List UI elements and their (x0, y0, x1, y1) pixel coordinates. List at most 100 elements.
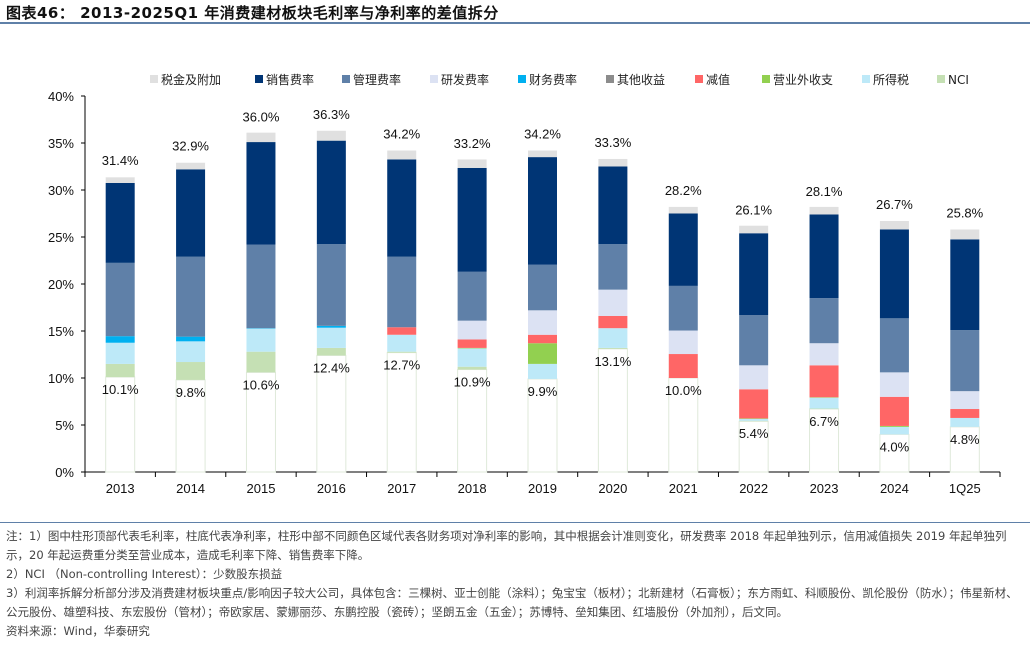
net-margin-label: 10.6% (243, 377, 280, 392)
x-tick-label: 2013 (106, 481, 135, 496)
bar-segment-税金及附加 (668, 206, 698, 214)
net-margin-bar (738, 420, 769, 473)
gross-margin-label: 26.7% (876, 197, 913, 212)
net-margin-bar (316, 354, 347, 473)
bar-segment-销售费率 (246, 142, 276, 245)
bar-segment-管理费率 (316, 244, 346, 326)
bar-segment-NCI (598, 347, 628, 349)
legend-label: 研发费率 (441, 72, 489, 87)
bar-segment-研发费率 (598, 289, 628, 316)
bar-segment-所得税 (316, 327, 346, 348)
bar-segment-研发费率 (528, 310, 557, 335)
title-divider (0, 22, 1030, 24)
net-margin-bar (597, 348, 628, 473)
legend-label: 销售费率 (266, 72, 314, 87)
bar-segment-NCI (176, 362, 206, 380)
bar-segment-管理费率 (668, 285, 698, 331)
gross-margin-label: 33.2% (454, 136, 491, 151)
bar-segment-NCI (246, 351, 276, 373)
legend-label: 财务费率 (529, 72, 577, 87)
bar-segment-财务费率 (105, 336, 135, 343)
note-3: 3）利润率拆解分析部分涉及消费建材板块重点/影响因子较大公司，具体包含：三棵树、… (6, 586, 1018, 619)
bar-segment-管理费率 (457, 271, 487, 321)
y-tick-label: 25% (48, 230, 74, 245)
y-tick-label: 0% (55, 465, 74, 480)
bar-segment-NCI (387, 351, 417, 353)
net-margin-label: 13.1% (594, 354, 631, 369)
chart-title: 图表46： 2013-2025Q1 年消费建材板块毛利率与净利率的差值拆分 (6, 4, 499, 22)
gross-margin-label: 36.3% (313, 107, 350, 122)
legend-label: 减值 (706, 72, 730, 87)
x-tick-label: 2022 (739, 481, 768, 496)
bar-segment-NCI (105, 363, 135, 378)
bar-segment-所得税 (387, 334, 417, 352)
gross-margin-label: 36.0% (243, 110, 280, 125)
bar-segment-研发费率 (950, 391, 980, 410)
bar-segment-税金及附加 (316, 130, 346, 141)
legend-swatch (762, 75, 770, 83)
net-margin-label: 12.4% (313, 360, 350, 375)
gross-margin-label: 34.2% (524, 127, 561, 142)
bar-segment-所得税 (528, 363, 557, 379)
gross-margin-label: 28.1% (806, 184, 843, 199)
net-margin-bar (527, 378, 558, 473)
net-margin-label: 10.9% (454, 375, 491, 390)
net-margin-label: 4.8% (950, 432, 980, 447)
net-margin-bar (879, 433, 910, 473)
legend-label: 税金及附加 (161, 72, 221, 87)
bar-segment-财务费率 (176, 336, 206, 342)
x-tick-label: 2020 (598, 481, 627, 496)
bar-segment-减值 (598, 315, 628, 329)
gross-margin-label: 25.8% (946, 205, 983, 220)
bar-segment-管理费率 (176, 256, 206, 337)
bar-segment-管理费率 (105, 262, 135, 337)
bar-segment-所得税 (739, 418, 769, 421)
bar-segment-减值 (809, 365, 839, 398)
net-margin-label: 9.9% (528, 384, 558, 399)
bar-segment-所得税 (950, 417, 980, 427)
bar-segment-研发费率 (457, 320, 487, 340)
bar-segment-研发费率 (809, 343, 839, 366)
legend-label: 其他收益 (617, 73, 665, 87)
bar-segment-所得税 (879, 426, 909, 435)
bar-segment-所得税 (105, 342, 135, 364)
y-tick-label: 5% (55, 418, 74, 433)
bar-segment-研发费率 (668, 330, 698, 355)
notes: 注：1）图中柱形顶部代表毛利率，柱底代表净利率，柱形中部不同颜色区域代表各财务项… (6, 527, 1026, 641)
bar-segment-减值 (457, 339, 487, 348)
y-tick-label: 30% (48, 183, 74, 198)
bar-segment-销售费率 (105, 182, 135, 263)
x-tick-label: 2015 (247, 481, 276, 496)
bar-segment-营业外收支 (528, 343, 557, 364)
net-margin-label: 12.7% (383, 358, 420, 373)
bar-segment-销售费率 (316, 140, 346, 245)
bar-segment-管理费率 (950, 330, 980, 392)
note-1: 注：1）图中柱形顶部代表毛利率，柱底代表净利率，柱形中部不同颜色区域代表各财务项… (6, 529, 1007, 562)
bar-segment-NCI (457, 366, 487, 370)
bar-segment-税金及附加 (105, 177, 135, 183)
net-margin-label: 10.1% (102, 382, 139, 397)
stacked-bar-chart: 0% 5% 10% 15% 20% 25% 30% 35% 40% 2013 31.4% 10.1% 2… (48, 72, 1001, 496)
net-margin-label: 10.0% (665, 383, 702, 398)
bar-segment-营业外收支 (879, 425, 909, 427)
bar-segment-减值 (739, 389, 769, 419)
net-margin-label: 9.8% (176, 385, 206, 400)
bar-segment-税金及附加 (387, 150, 417, 160)
note-2: 2）NCI （Non-controlling Interest）：少数股东损益 (6, 567, 283, 581)
legend-swatch (430, 75, 438, 83)
y-tick-label: 15% (48, 324, 74, 339)
gross-margin-label: 28.2% (665, 183, 702, 198)
bar-segment-减值 (879, 396, 909, 426)
legend-label: 管理费率 (353, 72, 401, 87)
legend-swatch (937, 75, 945, 83)
bar-segment-销售费率 (387, 159, 417, 257)
net-margin-bar (386, 352, 417, 473)
x-tick-label: 2021 (669, 481, 698, 496)
y-tick-label: 35% (48, 136, 74, 151)
net-margin-label: 5.4% (739, 426, 769, 441)
bar-segment-税金及附加 (246, 132, 276, 143)
gross-margin-label: 34.2% (383, 127, 420, 142)
bar-segment-税金及附加 (950, 229, 980, 240)
bar-segment-销售费率 (879, 229, 909, 319)
legend-swatch (862, 75, 870, 83)
